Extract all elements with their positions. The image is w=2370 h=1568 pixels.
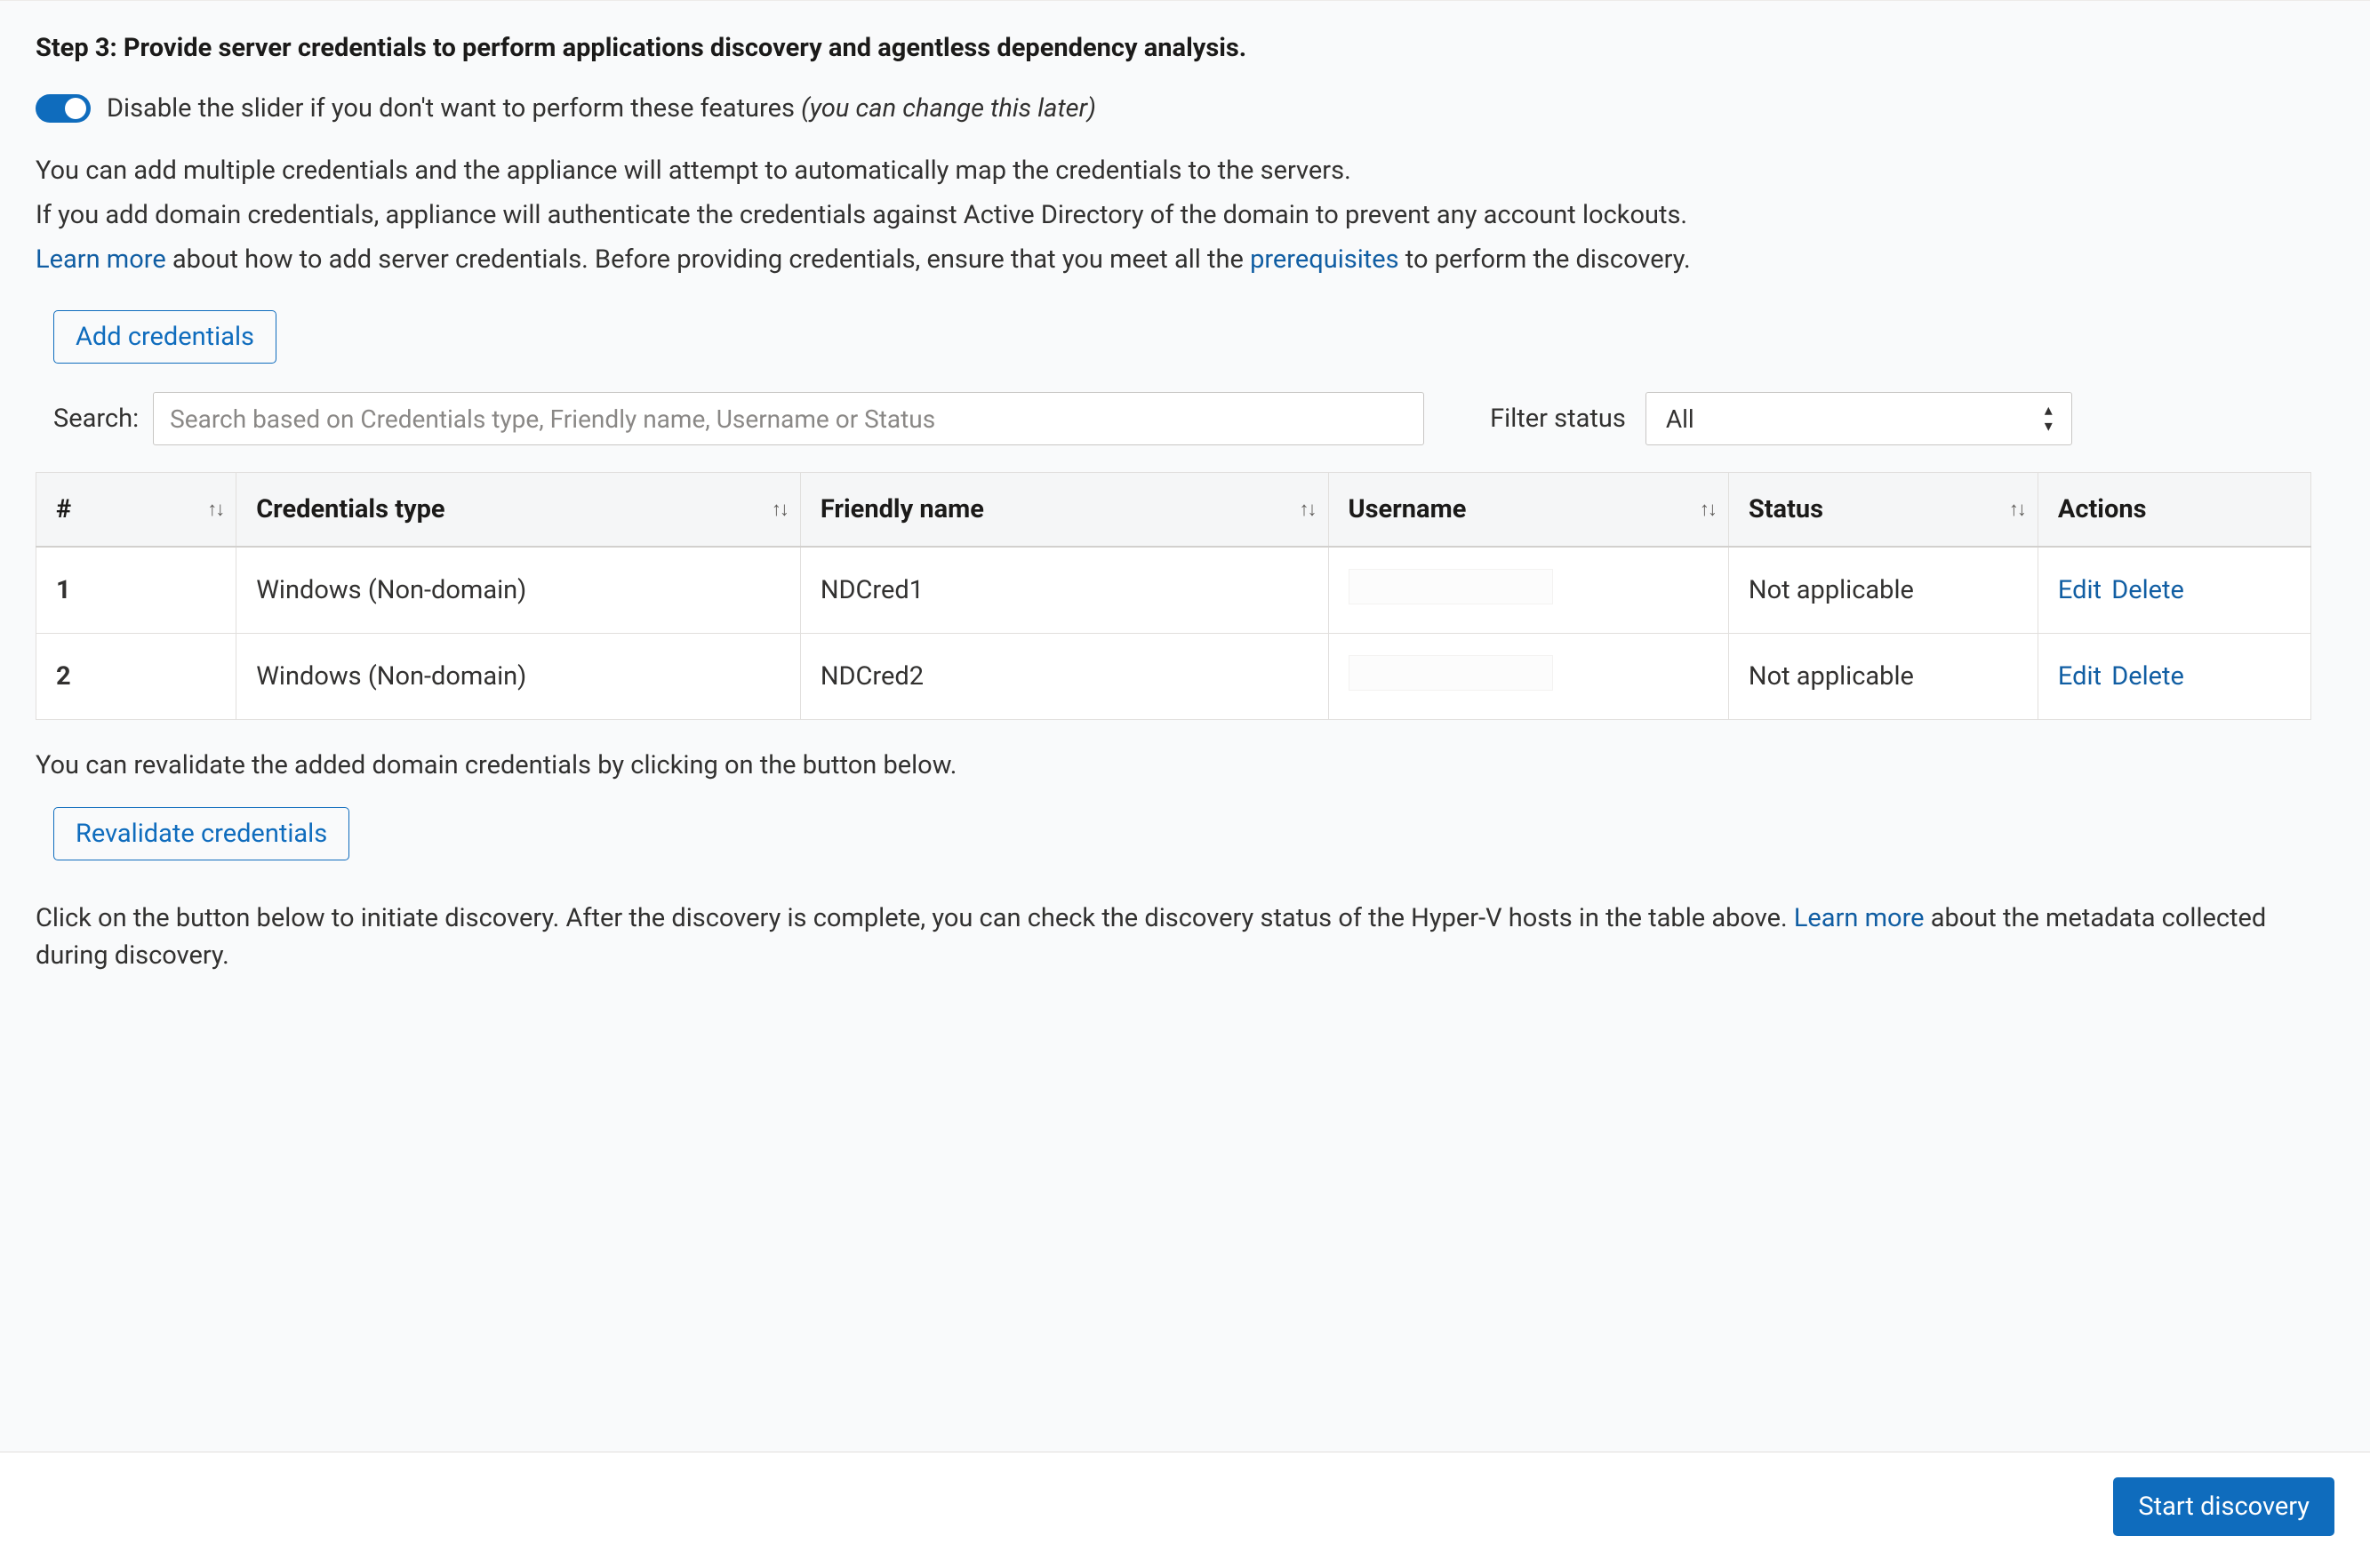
sort-icon: ↑↓ <box>772 498 788 521</box>
step-title: Step 3: Provide server credentials to pe… <box>36 33 2334 63</box>
filter-status-wrap: Filter status All ▴▾ <box>1490 392 2072 445</box>
intro-line-2: If you add domain credentials, appliance… <box>36 196 2334 234</box>
username-redacted <box>1349 655 1553 691</box>
credentials-table-header-row: # ↑↓ Credentials type ↑↓ Friendly name ↑… <box>36 473 2311 548</box>
add-credentials-row: Add credentials <box>53 310 2334 364</box>
col-header-status-label: Status <box>1749 494 1823 524</box>
sort-icon: ↑↓ <box>207 498 223 521</box>
prerequisites-link[interactable]: prerequisites <box>1250 244 1399 275</box>
page-root: Step 3: Provide server credentials to pe… <box>0 0 2370 1568</box>
credentials-table-body: 1 Windows (Non-domain) NDCred1 Not appli… <box>36 547 2311 720</box>
feature-toggle-label: Disable the slider if you don't want to … <box>107 93 1096 124</box>
col-header-name-label: Friendly name <box>821 494 984 524</box>
cell-number: 2 <box>36 634 236 720</box>
intro-block: You can add multiple credentials and the… <box>36 152 2334 278</box>
col-header-number-label: # <box>56 494 71 524</box>
col-header-status[interactable]: Status ↑↓ <box>1728 473 2038 548</box>
search-label: Search: <box>53 404 139 434</box>
sort-icon: ↑↓ <box>1700 498 1716 521</box>
toggle-label-main: Disable the slider if you don't want to … <box>107 93 801 124</box>
cell-status: Not applicable <box>1728 547 2038 634</box>
cell-status: Not applicable <box>1728 634 2038 720</box>
search-input[interactable] <box>153 392 1424 445</box>
footer-bar: Start discovery <box>0 1452 2370 1568</box>
delete-link[interactable]: Delete <box>2111 661 2184 692</box>
cell-type: Windows (Non-domain) <box>236 634 801 720</box>
edit-link[interactable]: Edit <box>2058 575 2102 605</box>
intro-line3-mid: about how to add server credentials. Bef… <box>166 244 1250 275</box>
username-redacted <box>1349 569 1553 604</box>
toggle-knob <box>65 98 86 119</box>
col-header-number[interactable]: # ↑↓ <box>36 473 236 548</box>
sort-icon: ↑↓ <box>1300 498 1316 521</box>
table-row: 2 Windows (Non-domain) NDCred2 Not appli… <box>36 634 2311 720</box>
intro-line3-end: to perform the discovery. <box>1399 244 1691 275</box>
revalidate-button-row: Revalidate credentials <box>53 807 2334 860</box>
discovery-para-pre: Click on the button below to initiate di… <box>36 903 1794 933</box>
credentials-table: # ↑↓ Credentials type ↑↓ Friendly name ↑… <box>36 472 2311 720</box>
table-row: 1 Windows (Non-domain) NDCred1 Not appli… <box>36 547 2311 634</box>
filter-status-label: Filter status <box>1490 404 1626 434</box>
delete-link[interactable]: Delete <box>2111 575 2184 605</box>
discovery-paragraph: Click on the button below to initiate di… <box>36 900 2334 974</box>
learn-more-credentials-link[interactable]: Learn more <box>36 244 166 275</box>
revalidate-section: You can revalidate the added domain cred… <box>36 747 2334 860</box>
credentials-table-head: # ↑↓ Credentials type ↑↓ Friendly name ↑… <box>36 473 2311 548</box>
edit-link[interactable]: Edit <box>2058 661 2102 692</box>
filter-status-select[interactable]: All <box>1645 392 2072 445</box>
col-header-name[interactable]: Friendly name ↑↓ <box>800 473 1328 548</box>
add-credentials-button[interactable]: Add credentials <box>53 310 276 364</box>
col-header-actions-label: Actions <box>2058 494 2147 524</box>
intro-line-3: Learn more about how to add server crede… <box>36 241 2334 278</box>
cell-user <box>1328 634 1728 720</box>
cell-name: NDCred1 <box>800 547 1328 634</box>
learn-more-discovery-link[interactable]: Learn more <box>1794 903 1925 933</box>
filter-status-select-wrap: All ▴▾ <box>1645 392 2072 445</box>
feature-toggle[interactable] <box>36 94 91 123</box>
col-header-user[interactable]: Username ↑↓ <box>1328 473 1728 548</box>
cell-number: 1 <box>36 547 236 634</box>
step3-panel: Step 3: Provide server credentials to pe… <box>0 0 2370 1452</box>
toggle-label-note: (you can change this later) <box>801 93 1096 124</box>
col-header-user-label: Username <box>1349 494 1467 524</box>
cell-actions: Edit Delete <box>2038 634 2310 720</box>
col-header-actions: Actions <box>2038 473 2310 548</box>
col-header-type[interactable]: Credentials type ↑↓ <box>236 473 801 548</box>
cell-type: Windows (Non-domain) <box>236 547 801 634</box>
cell-actions: Edit Delete <box>2038 547 2310 634</box>
feature-toggle-row: Disable the slider if you don't want to … <box>36 93 2334 124</box>
cell-user <box>1328 547 1728 634</box>
start-discovery-button[interactable]: Start discovery <box>2113 1477 2334 1536</box>
sort-icon: ↑↓ <box>2009 498 2025 521</box>
revalidate-text: You can revalidate the added domain cred… <box>36 747 2334 784</box>
col-header-type-label: Credentials type <box>256 494 444 524</box>
cell-name: NDCred2 <box>800 634 1328 720</box>
revalidate-credentials-button[interactable]: Revalidate credentials <box>53 807 349 860</box>
filter-row: Search: Filter status All ▴▾ <box>53 392 2334 445</box>
intro-line-1: You can add multiple credentials and the… <box>36 152 2334 189</box>
